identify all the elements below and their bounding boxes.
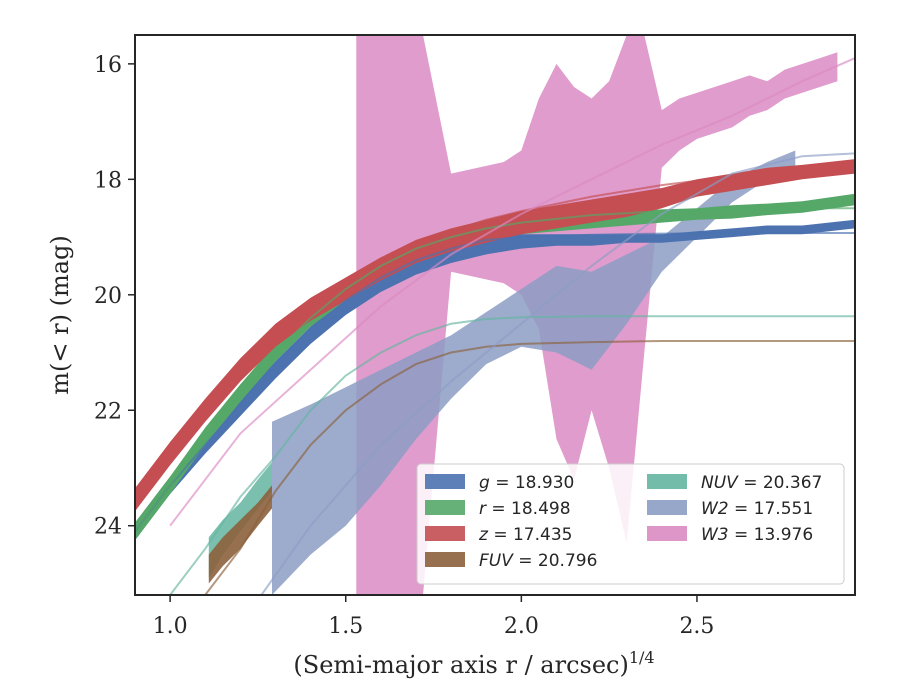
legend-swatch-w3: [647, 526, 687, 541]
legend-label-r: r = 18.498: [479, 499, 571, 519]
legend-swatch-z: [425, 526, 465, 541]
axis-ticks: 1.0 1.5 2.0 2.5 16 18 20 22 24: [94, 53, 714, 639]
legend: g = 18.930 r = 18.498 z = 17.435 FUV = 20.7…: [416, 463, 845, 585]
legend-label-w3: W3 = 13.976: [701, 525, 813, 545]
legend-label-fuv: FUV = 20.796: [479, 551, 597, 571]
legend-label-w2: W2 = 17.551: [701, 499, 813, 519]
legend-label-nuv: NUV = 20.367: [701, 473, 822, 493]
y-tick-label: 20: [94, 284, 122, 309]
legend-swatch-nuv: [647, 474, 687, 489]
x-tick-label: 1.0: [153, 614, 188, 639]
x-tick-label: 2.5: [679, 614, 714, 639]
y-tick-label: 22: [94, 399, 122, 424]
model-curve-g: [135, 232, 855, 533]
x-tick-label: 2.0: [504, 614, 539, 639]
model-curve-w2: [260, 152, 855, 595]
band-w2: [272, 150, 796, 595]
legend-box: [416, 463, 845, 585]
band-fuv: [208, 485, 272, 584]
y-tick-label: 24: [94, 515, 122, 540]
model-curve-w3: [169, 57, 855, 527]
legend-label-z: z = 17.435: [478, 525, 572, 545]
legend-label-g: g = 18.930: [479, 473, 574, 493]
plot-frame: [134, 34, 856, 596]
legend-swatch-fuv: [425, 552, 465, 567]
model-curves: [135, 57, 855, 595]
y-tick-label: 18: [94, 168, 122, 193]
model-curve-r: [135, 207, 855, 533]
legend-swatch-w2: [647, 500, 687, 515]
legend-swatch-r: [425, 500, 465, 515]
model-curve-fuv: [204, 340, 855, 595]
y-tick-label: 16: [94, 53, 122, 78]
y-axis-label: m(< r) (mag): [46, 235, 74, 394]
legend-swatch-g: [425, 474, 465, 489]
model-curve-nuv: [169, 315, 855, 595]
x-axis-label: (Semi-major axis r / arcsec)1/4: [293, 648, 654, 679]
x-axis-label-exponent: 1/4: [629, 648, 655, 667]
model-curve-z: [135, 166, 855, 504]
x-tick-label: 1.5: [328, 614, 363, 639]
